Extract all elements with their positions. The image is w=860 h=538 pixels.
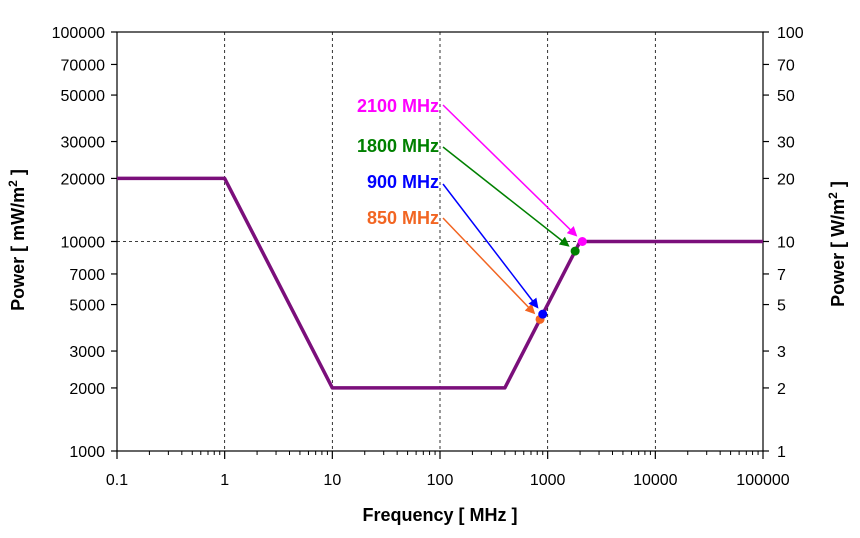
annotation-label: 2100 MHz: [357, 96, 439, 116]
annotation-label: 850 MHz: [367, 208, 439, 228]
annotation-arrow: [442, 217, 536, 315]
frequency-point: [570, 246, 580, 256]
annotation-arrow: [442, 146, 570, 247]
left-axis-title: Power [ mW/m2 ]: [6, 169, 28, 311]
right-axis-title-end: ]: [828, 181, 848, 192]
right-axis-title-main: Power [ W/m: [828, 199, 848, 307]
left-tick-label: 70000: [61, 57, 106, 74]
right-tick-label: 2: [777, 381, 786, 398]
left-tick-label: 20000: [61, 171, 106, 188]
left-tick-label: 1000: [69, 444, 105, 461]
x-tick-label: 1000: [530, 472, 566, 489]
annotation-label: 900 MHz: [367, 172, 439, 192]
left-tick-label: 7000: [69, 267, 105, 284]
x-tick-label: 0.1: [106, 472, 128, 489]
x-tick-label: 10000: [633, 472, 678, 489]
left-tick-label: 5000: [69, 298, 105, 315]
x-tick-label: 10: [323, 472, 341, 489]
frequency-point: [538, 309, 548, 319]
right-tick-label: 10: [777, 235, 795, 252]
power-limit-line: [117, 176, 763, 390]
x-axis-ticks: 0.1 1 10 100 1000 10000 100000: [106, 451, 790, 489]
left-axis-ticks: 1000 2000 3000 5000 7000 10000 20000 30000 50000…: [52, 25, 117, 461]
left-axis-title-end: ]: [8, 169, 28, 180]
x-tick-label: 100: [427, 472, 454, 489]
left-tick-label: 2000: [69, 381, 105, 398]
right-tick-label: 5: [777, 298, 786, 315]
left-tick-label: 30000: [61, 135, 106, 152]
grid-lines: [117, 32, 763, 451]
right-tick-label: 30: [777, 135, 795, 152]
frequency-point: [577, 237, 587, 246]
x-tick-label: 100000: [736, 472, 789, 489]
right-tick-label: 7: [777, 267, 786, 284]
right-tick-label: 3: [777, 344, 786, 361]
x-axis-title: Frequency [ MHz ]: [362, 505, 517, 525]
right-tick-label: 70: [777, 57, 795, 74]
right-axis-ticks: 1 2 3 5 7 10 20 30 50 70 100: [763, 25, 804, 461]
left-tick-label: 50000: [61, 88, 106, 105]
annotation-arrow: [442, 183, 539, 309]
left-axis-title-main: Power [ mW/m: [8, 187, 28, 311]
annotation-arrow: [442, 104, 578, 237]
x-tick-label: 1: [220, 472, 229, 489]
left-tick-label: 3000: [69, 344, 105, 361]
right-axis-title-sup: 2: [826, 192, 840, 199]
left-tick-label: 100000: [52, 25, 105, 42]
annotation-label: 1800 MHz: [357, 136, 439, 156]
right-tick-label: 50: [777, 88, 795, 105]
left-axis-title-sup: 2: [6, 180, 20, 187]
frequency-annotations: 850 MHz 900 MHz 1800 MHz 2100 MHz: [357, 96, 587, 324]
right-tick-label: 20: [777, 171, 795, 188]
right-tick-label: 1: [777, 444, 786, 461]
left-tick-label: 10000: [61, 235, 106, 252]
right-axis-title: Power [ W/m2 ]: [826, 181, 848, 307]
right-tick-label: 100: [777, 25, 804, 42]
series-layer: [117, 176, 763, 390]
